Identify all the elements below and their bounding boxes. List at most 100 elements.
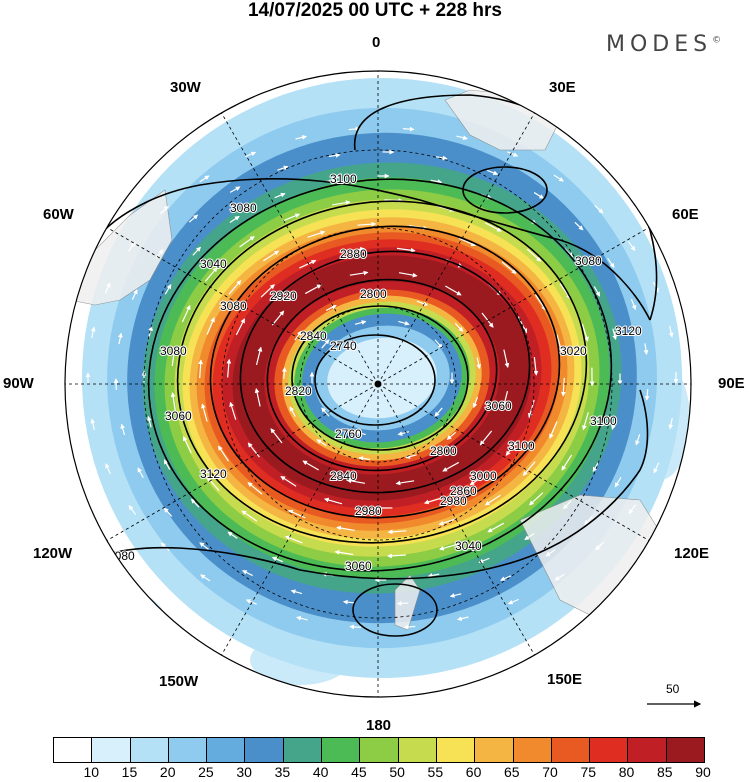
wind-vector <box>611 418 616 430</box>
wind-vector <box>449 593 462 598</box>
wind-vector <box>446 431 457 440</box>
wind-vector <box>553 174 564 182</box>
wind-vector <box>255 346 263 366</box>
wind-vector <box>229 215 240 224</box>
wind-vector <box>90 418 96 431</box>
lon-label-120w: 120W <box>33 545 73 562</box>
wind-vector <box>325 304 337 311</box>
contour-label: 2760 <box>335 427 362 441</box>
wind-vector <box>635 434 641 446</box>
wind-vector <box>199 175 210 183</box>
wind-vector <box>427 573 440 578</box>
contour-2800 <box>291 305 469 451</box>
colorbar-box <box>283 738 323 762</box>
wind-scale-arrow-icon <box>647 700 702 708</box>
colorbar-tick-label: 10 <box>83 764 100 780</box>
colorbar-tick-label: 50 <box>389 764 405 780</box>
colorbar-tick-label: 85 <box>656 764 673 780</box>
wind-vector <box>484 222 502 232</box>
wind-vector <box>321 339 330 349</box>
wind-vector <box>592 461 600 472</box>
map-disc: 3100 3120 3120 3100 3080 3040 3080 2980 2880 2840… <box>65 71 691 697</box>
colorbar-box <box>168 738 208 762</box>
wind-vector <box>564 248 574 258</box>
colorbar-tick-label: 15 <box>121 764 138 780</box>
wind-vector <box>370 293 383 299</box>
wind-vector <box>120 423 126 436</box>
colorbar-tick-label: 90 <box>695 764 711 780</box>
wind-vector <box>574 221 584 231</box>
wind-vector <box>290 589 303 595</box>
wind-vector <box>628 504 637 515</box>
wind-vector <box>321 407 330 417</box>
wind-vector <box>294 330 302 341</box>
wind-vector <box>281 366 287 379</box>
wind-vector <box>434 407 443 417</box>
wind-vector <box>277 165 289 171</box>
wind-vector <box>334 549 354 556</box>
wind-vector <box>501 261 517 274</box>
land-south-america <box>69 189 173 306</box>
wind-vector <box>607 257 615 268</box>
wind-vector <box>247 482 263 495</box>
contour-label: 3040 <box>455 539 482 553</box>
wind-vector <box>396 247 416 253</box>
colorbar-box <box>92 738 131 762</box>
wind-vector <box>501 390 509 410</box>
contour-label: 3080 <box>108 549 135 563</box>
lon-label-120e: 120E <box>674 545 710 562</box>
wind-vector <box>454 322 464 332</box>
wind-vector <box>304 284 322 295</box>
brand-logo: MODES© <box>606 32 721 57</box>
colorbar-tick-label: 75 <box>580 764 597 780</box>
wind-vector <box>533 192 545 199</box>
wind-vector <box>349 624 362 630</box>
wind-vector <box>190 498 200 508</box>
latitude-circle <box>221 227 535 541</box>
meridian <box>377 106 539 385</box>
wind-vector <box>271 310 285 326</box>
lon-label-90e: 90E <box>718 375 745 392</box>
wind-vector <box>430 179 443 184</box>
contour-label: 3020 <box>560 344 587 358</box>
wind-vector <box>182 436 192 454</box>
wind-vector <box>472 396 479 409</box>
lon-label-60w: 60W <box>43 206 74 223</box>
colorbar-tick-label: 65 <box>504 764 520 780</box>
wind-vector <box>155 249 164 259</box>
colorbar-box <box>475 738 514 762</box>
wind-vector <box>612 328 617 341</box>
wind-vector <box>484 494 501 506</box>
contour-label: 2800 <box>430 444 457 458</box>
wind-vector <box>206 317 215 335</box>
wind-vector <box>403 624 416 630</box>
wind-vector <box>346 246 365 252</box>
wind-vector <box>535 294 547 311</box>
wind-vector <box>332 200 351 206</box>
wind-vector <box>163 507 173 517</box>
wind-vector <box>274 192 286 199</box>
contour-2860 <box>266 278 498 472</box>
wind-vector <box>529 492 544 506</box>
wind-vector <box>445 285 462 296</box>
meridian <box>217 383 379 662</box>
wind-vector <box>323 497 343 505</box>
colorbar-tick-label: 30 <box>236 764 252 780</box>
contour-closed-high-south <box>352 583 438 637</box>
lon-label-60e: 60E <box>672 206 699 223</box>
contour-3080 <box>147 178 613 572</box>
meridian <box>377 223 656 385</box>
wind-vector <box>336 525 355 532</box>
wind-vector <box>594 204 604 214</box>
wind-vector <box>500 575 512 581</box>
wind-vector <box>147 415 152 428</box>
wind-vector <box>128 505 137 515</box>
wind-vector <box>668 417 674 430</box>
colorbar-box <box>590 738 629 762</box>
wind-vector <box>346 478 366 484</box>
wind-vector <box>241 510 258 522</box>
colorbar-box <box>207 738 246 762</box>
wind-vector <box>349 270 369 276</box>
wind-vector <box>227 531 238 539</box>
wind-vector <box>507 598 519 605</box>
